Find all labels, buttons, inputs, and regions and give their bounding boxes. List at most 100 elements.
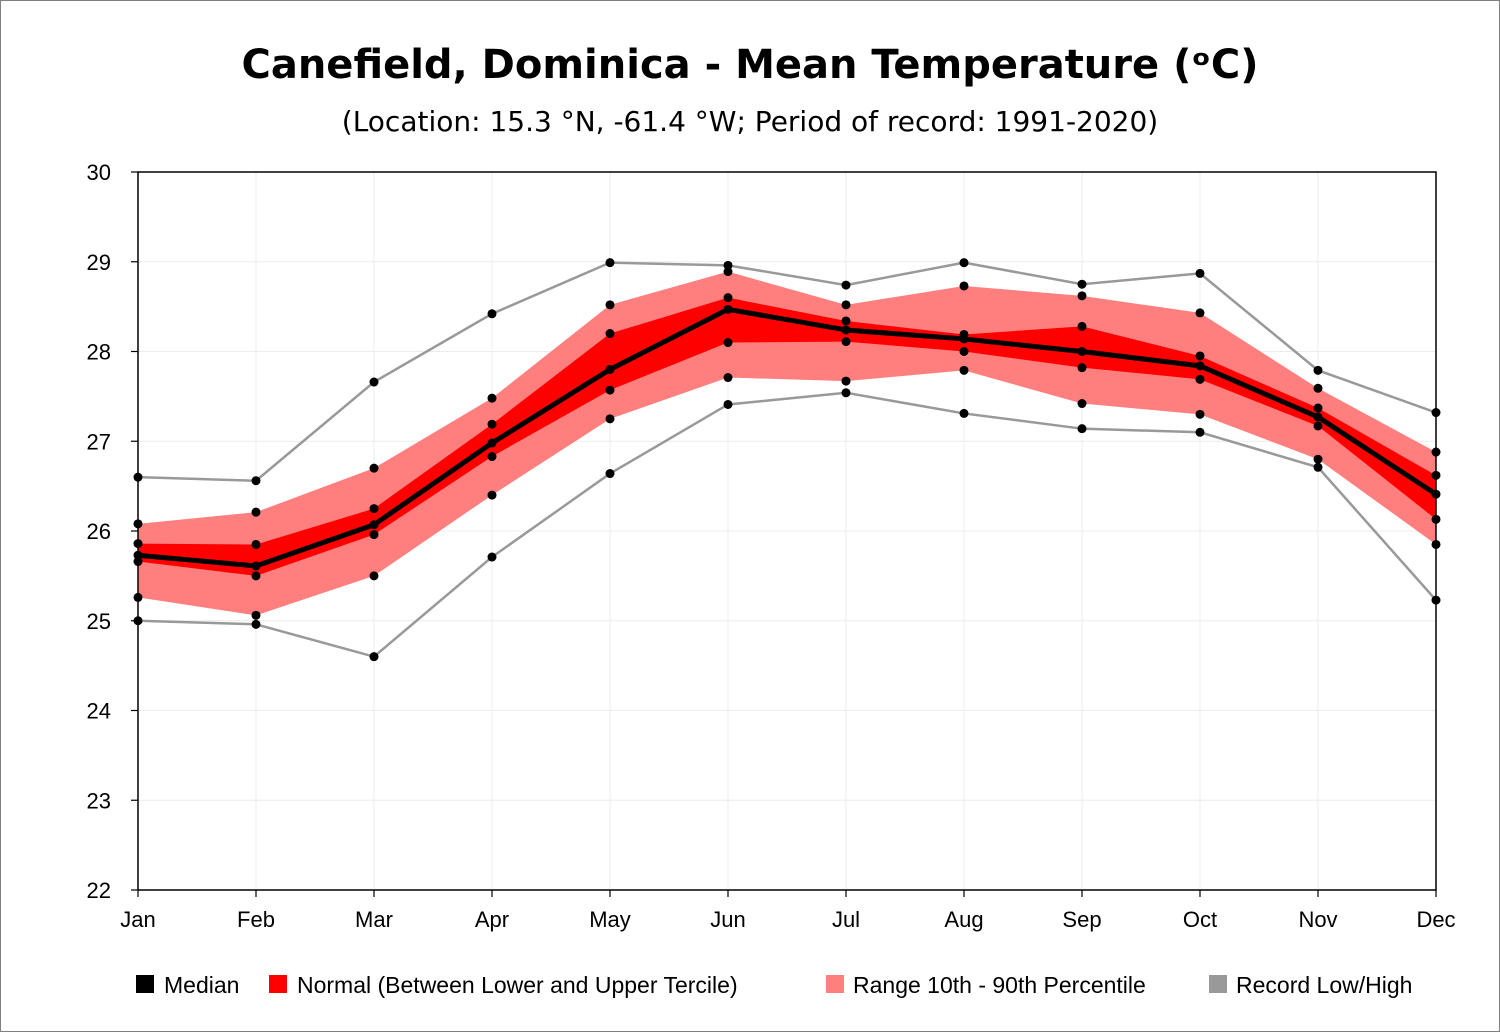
lower-tercile-point (723, 338, 733, 348)
median-point (1195, 361, 1205, 371)
y-tick-label: 23 (87, 788, 111, 813)
p10-point (605, 414, 615, 424)
p90-point (251, 507, 261, 517)
record-high-point (369, 377, 379, 387)
record-high-point (1077, 279, 1087, 289)
legend-median-swatch (136, 975, 154, 993)
p10-point (841, 376, 851, 386)
series-lines (137, 261, 1438, 659)
x-tick-label: Apr (475, 907, 509, 932)
x-tick-label: Nov (1298, 907, 1337, 932)
gridlines (137, 171, 1437, 891)
median-point (959, 334, 969, 344)
x-tick-label: Feb (237, 907, 275, 932)
y-tick-label: 28 (87, 340, 111, 365)
x-tick-label: Jan (120, 907, 155, 932)
upper-tercile-point (605, 329, 615, 339)
x-tick-label: May (589, 907, 631, 932)
median-point (1077, 347, 1087, 356)
record-high-point (841, 280, 851, 290)
median-point (841, 325, 851, 335)
record-high-point (1313, 365, 1323, 375)
lower-tercile-point (959, 347, 969, 356)
record-low-point (487, 552, 497, 562)
median-point (723, 304, 733, 314)
upper-tercile-point (1195, 351, 1205, 361)
p90-point (723, 267, 733, 277)
lower-tercile-point (369, 530, 379, 540)
chart-title: Canefield, Dominica - Mean Temperature (… (241, 42, 1258, 88)
lower-tercile-point (1195, 374, 1205, 384)
y-tick-label: 25 (87, 609, 111, 634)
x-tick-label: Mar (355, 907, 393, 932)
record-high-point (251, 476, 261, 486)
median-line (137, 306, 1438, 569)
x-tick-label: Dec (1416, 907, 1455, 932)
record-low-point (959, 408, 969, 418)
x-tick-label: Oct (1183, 907, 1217, 932)
record-low-point (1313, 462, 1323, 472)
record-high-point (959, 258, 969, 268)
x-tick-label: Aug (944, 907, 983, 932)
legend-percentile-swatch (826, 975, 844, 993)
p10-point (1313, 454, 1323, 464)
upper-tercile-point (1313, 403, 1323, 413)
legend-normal-label: Normal (Between Lower and Upper Tercile) (297, 972, 738, 998)
legend-median-label: Median (164, 972, 239, 998)
y-tick-label: 30 (87, 160, 111, 185)
upper-tercile-point (723, 293, 733, 303)
x-tick-label: Sep (1062, 907, 1101, 932)
p10-point (487, 490, 497, 500)
upper-tercile-point (487, 419, 497, 429)
median-point (1313, 412, 1323, 422)
tercile-normal-band (138, 297, 1436, 576)
upper-tercile-point (251, 539, 261, 549)
axes: 22 23 24 25 26 27 28 29 30 Jan Feb Mar Apr May Jun Jul A… (87, 160, 1456, 932)
record-high-point (605, 258, 615, 268)
p10-point (959, 365, 969, 375)
lower-tercile-point (841, 337, 851, 347)
p10-point (723, 373, 733, 383)
chart-subtitle: (Location: 15.3 °N, -61.4 °W; Period of … (342, 105, 1158, 138)
y-tick-label: 22 (87, 878, 111, 903)
legend-normal-swatch (269, 975, 287, 993)
record-high-point (1195, 268, 1205, 278)
p90-point (487, 393, 497, 403)
median-point (487, 438, 497, 448)
lower-tercile-point (251, 571, 261, 581)
record-high-point (487, 309, 497, 319)
y-tick-label: 29 (87, 250, 111, 275)
record-low-point (841, 388, 851, 398)
record-low-point (605, 469, 615, 479)
upper-tercile-point (369, 504, 379, 514)
record-low-point (1195, 427, 1205, 437)
x-tick-label: Jul (832, 907, 860, 932)
lower-tercile-point (605, 385, 615, 395)
y-tick-label: 27 (87, 429, 111, 454)
p10-point (1195, 409, 1205, 419)
p10-point (1077, 399, 1087, 409)
lower-tercile-point (487, 452, 497, 462)
p90-point (959, 281, 969, 291)
lower-tercile-point (1077, 363, 1087, 373)
lower-tercile-point (1313, 421, 1323, 431)
record-low-line (137, 391, 1437, 659)
record-low-point (723, 399, 733, 409)
upper-tercile-point (841, 316, 851, 326)
legend: Median Normal (Between Lower and Upper Te… (136, 972, 1412, 998)
upper-tercile-point (1077, 321, 1087, 331)
x-tick-label: Jun (710, 907, 745, 932)
median-point (605, 364, 615, 374)
p90-point (1313, 383, 1323, 393)
legend-record-swatch (1209, 975, 1227, 993)
y-tick-label: 26 (87, 519, 111, 544)
p90-point (1077, 291, 1087, 301)
median-point (369, 520, 379, 530)
p90-point (841, 300, 851, 310)
median-point (251, 561, 261, 571)
legend-percentile-label: Range 10th - 90th Percentile (853, 972, 1146, 998)
record-low-point (1077, 424, 1087, 434)
p10-point (369, 571, 379, 581)
